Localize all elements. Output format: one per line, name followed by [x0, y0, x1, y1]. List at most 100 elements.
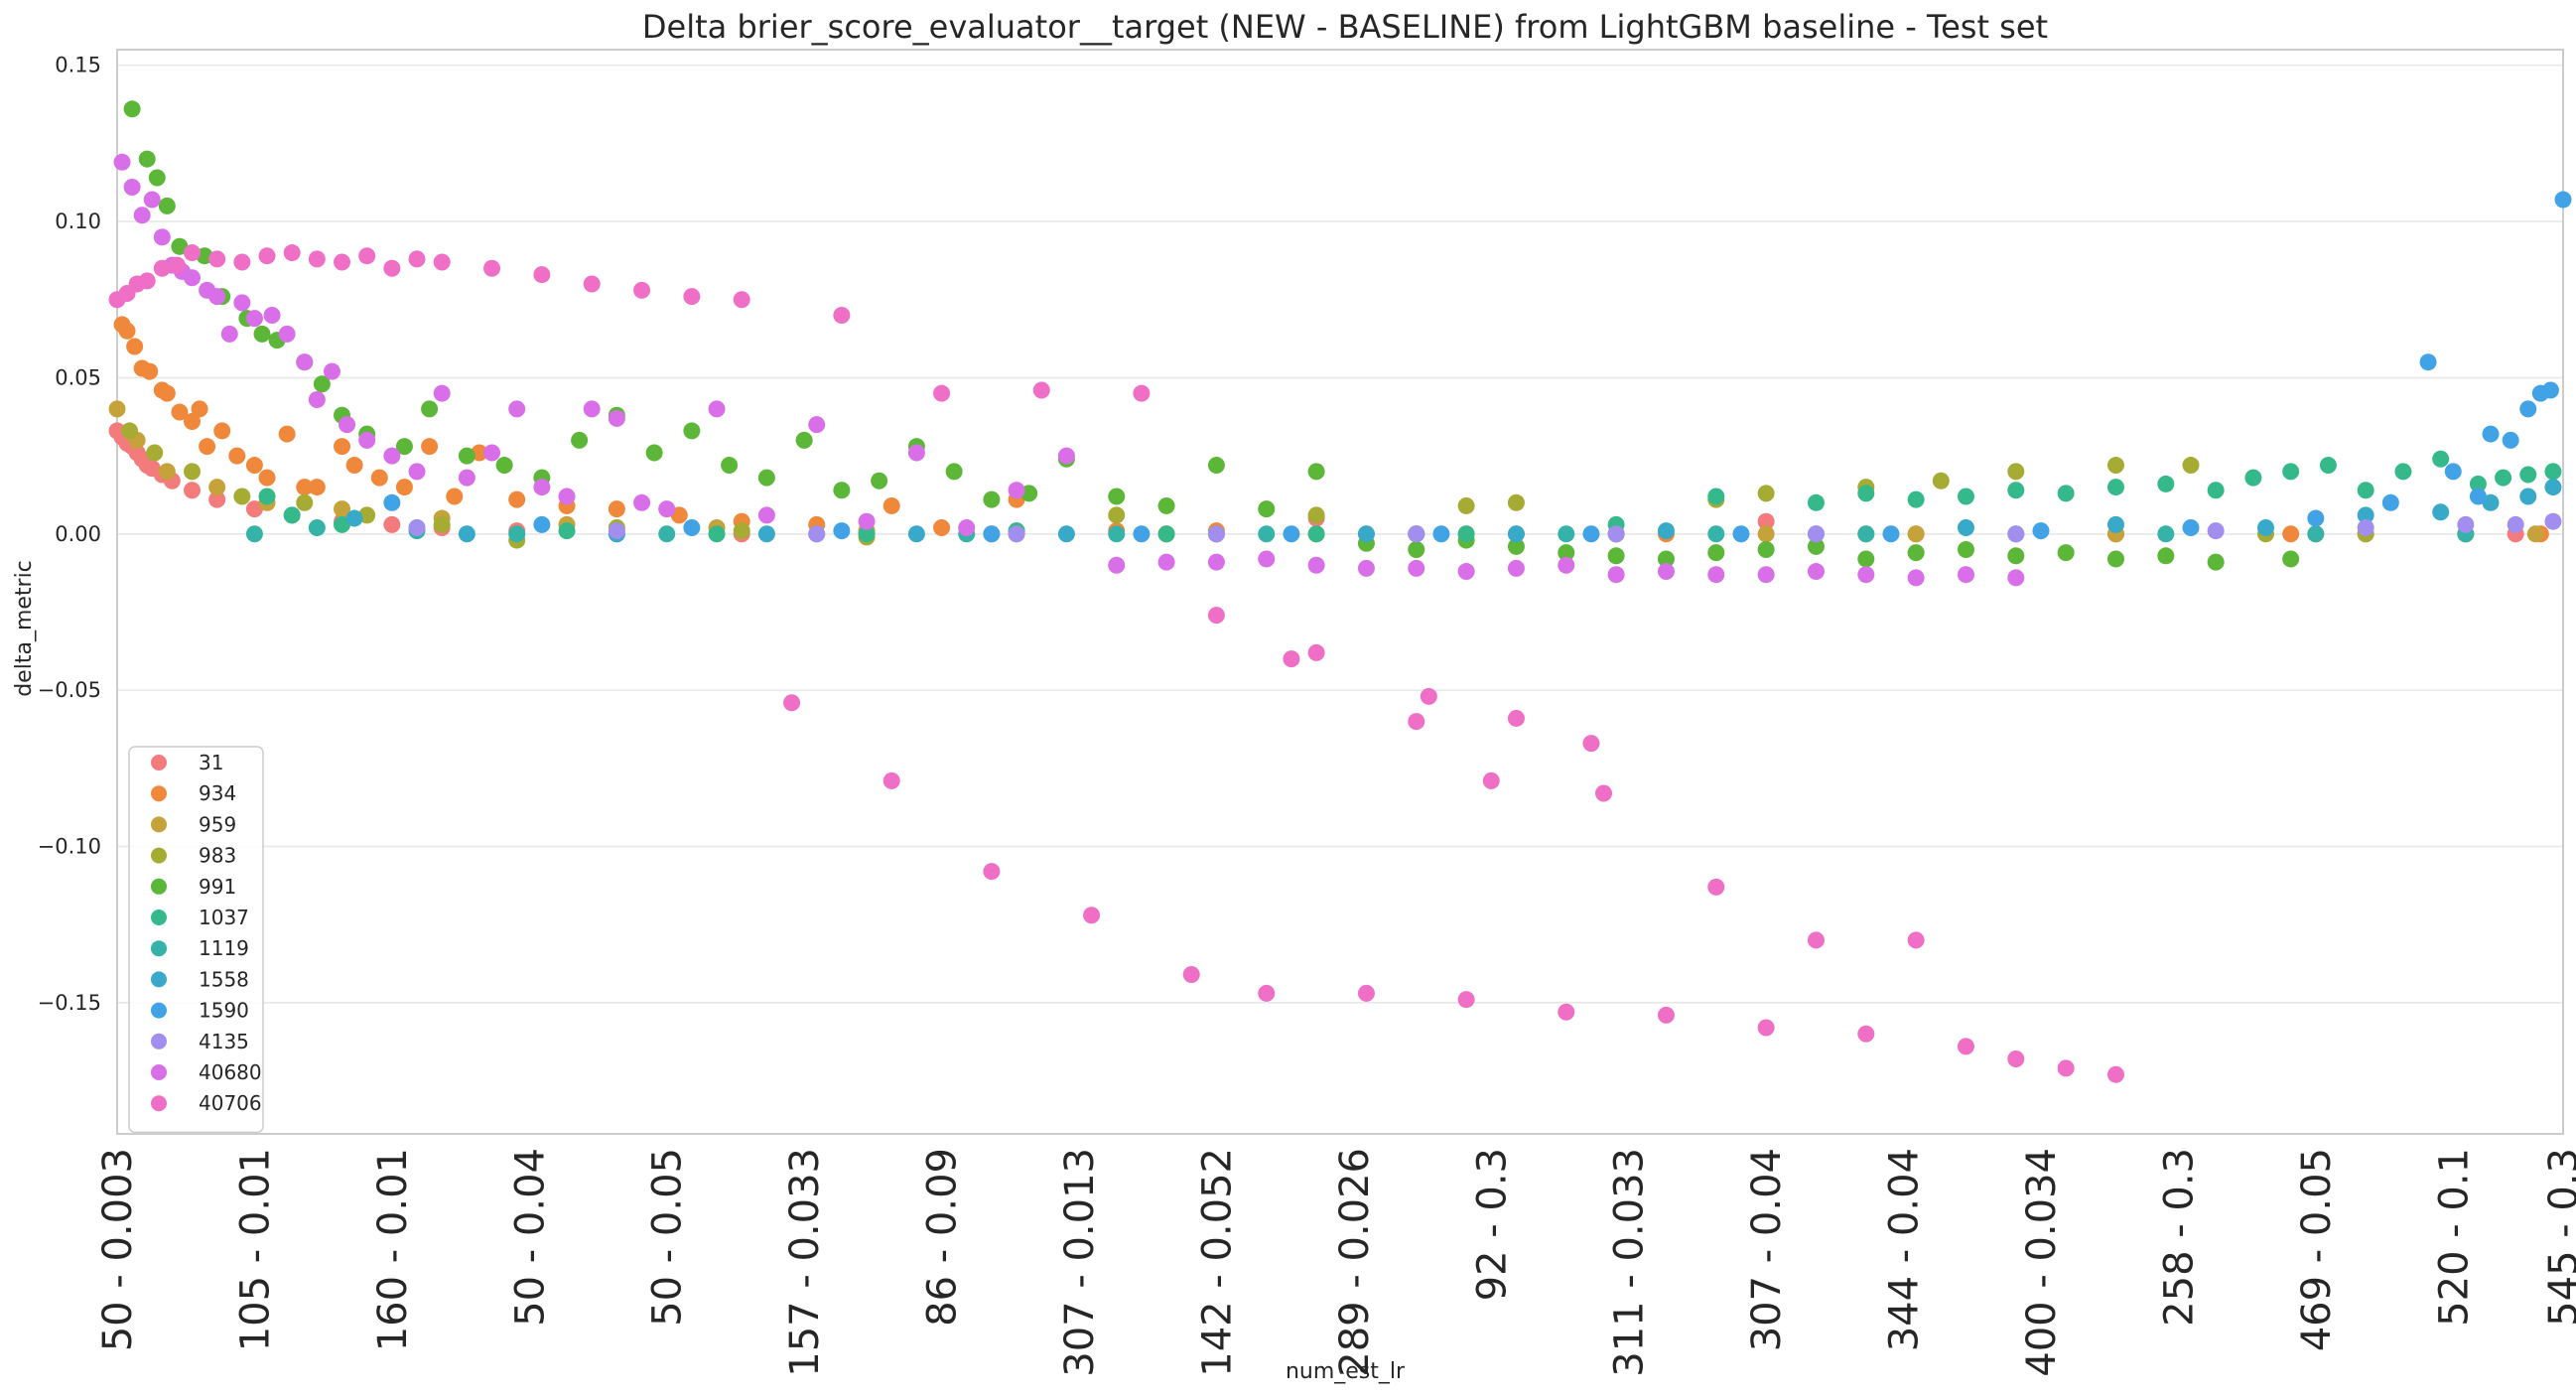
- data-point: [133, 207, 151, 224]
- data-point: [1558, 1003, 1575, 1021]
- data-point: [1408, 713, 1425, 731]
- data-point: [233, 294, 251, 312]
- data-point: [153, 228, 171, 246]
- data-point: [658, 500, 676, 518]
- data-point: [171, 237, 189, 255]
- data-point: [1182, 966, 1200, 984]
- data-point: [358, 247, 376, 265]
- data-point: [670, 506, 688, 524]
- data-point: [1057, 525, 1075, 543]
- legend-marker: [151, 1002, 167, 1019]
- x-tick-label: 400 - 0.034: [2019, 1148, 2065, 1377]
- legend-marker: [151, 909, 167, 925]
- data-point: [2007, 463, 2025, 481]
- data-point: [184, 244, 202, 262]
- legend-marker: [151, 847, 167, 864]
- data-point: [141, 362, 159, 380]
- data-point: [184, 269, 202, 287]
- data-point: [808, 416, 826, 434]
- data-point: [2106, 515, 2124, 533]
- x-tick-label: 50 - 0.05: [645, 1148, 691, 1327]
- data-point: [308, 518, 326, 536]
- data-point: [308, 390, 326, 408]
- data-point: [2394, 463, 2412, 481]
- data-point: [583, 400, 601, 418]
- data-point: [199, 438, 216, 456]
- data-point: [1907, 569, 1925, 587]
- data-point: [2282, 463, 2300, 481]
- data-point: [733, 522, 750, 540]
- data-point: [148, 169, 166, 187]
- data-point: [1157, 525, 1175, 543]
- data-point: [858, 512, 876, 530]
- x-tick-label: 50 - 0.003: [95, 1148, 141, 1351]
- data-point: [1907, 490, 1925, 508]
- y-tick-label: −0.10: [38, 834, 101, 858]
- data-point: [1258, 525, 1276, 543]
- data-point: [558, 488, 576, 505]
- data-point: [1757, 512, 1775, 530]
- series-991: [123, 100, 2300, 571]
- data-point: [253, 325, 271, 343]
- data-point: [2207, 522, 2225, 540]
- y-tick-label: −0.05: [38, 678, 101, 702]
- data-point: [1582, 525, 1600, 543]
- data-point: [1757, 541, 1775, 559]
- data-point: [208, 250, 226, 268]
- data-point: [1057, 447, 1075, 465]
- data-point: [339, 416, 356, 434]
- data-point: [113, 153, 131, 171]
- legend-marker: [151, 878, 167, 895]
- legend-label: 40706: [199, 1091, 262, 1115]
- data-point: [2182, 518, 2200, 536]
- data-point: [983, 490, 1001, 508]
- data-point: [2544, 463, 2562, 481]
- data-point: [370, 469, 388, 487]
- data-point: [1357, 559, 1375, 577]
- series-1590: [383, 191, 2572, 543]
- data-point: [833, 522, 851, 540]
- data-point: [2469, 475, 2487, 492]
- x-tick-label: 50 - 0.04: [507, 1148, 553, 1327]
- data-point: [1757, 566, 1775, 584]
- data-point: [1707, 566, 1725, 584]
- data-point: [2256, 518, 2274, 536]
- data-point: [2244, 469, 2262, 487]
- data-point: [1757, 525, 1775, 543]
- legend-label: 991: [199, 875, 236, 899]
- data-point: [158, 384, 176, 402]
- data-point: [2457, 515, 2475, 533]
- data-point: [1507, 537, 1525, 555]
- data-point: [283, 244, 301, 262]
- data-point: [1207, 457, 1225, 475]
- data-point: [483, 444, 501, 462]
- data-point: [733, 291, 750, 309]
- data-point: [2282, 550, 2300, 568]
- data-point: [783, 694, 801, 712]
- data-point: [126, 338, 144, 355]
- data-point: [258, 488, 276, 505]
- data-point: [1357, 984, 1375, 1002]
- legend-label: 1590: [199, 999, 249, 1023]
- legend-label: 40680: [199, 1060, 262, 1084]
- data-point: [1307, 556, 1325, 574]
- data-point: [645, 444, 663, 462]
- data-point: [533, 479, 551, 496]
- data-point: [458, 447, 475, 465]
- data-point: [1807, 493, 1825, 511]
- data-point: [907, 525, 925, 543]
- data-point: [334, 500, 351, 518]
- data-point: [2057, 485, 2075, 502]
- data-point: [1157, 553, 1175, 571]
- data-point: [123, 100, 141, 118]
- data-point: [933, 384, 951, 402]
- data-point: [483, 259, 501, 277]
- series-4135: [408, 512, 2562, 543]
- data-point: [533, 515, 551, 533]
- data-point: [1657, 550, 1675, 568]
- data-point: [2307, 509, 2325, 527]
- data-point: [168, 256, 186, 274]
- data-point: [633, 493, 651, 511]
- data-point: [1757, 485, 1775, 502]
- data-point: [508, 525, 526, 543]
